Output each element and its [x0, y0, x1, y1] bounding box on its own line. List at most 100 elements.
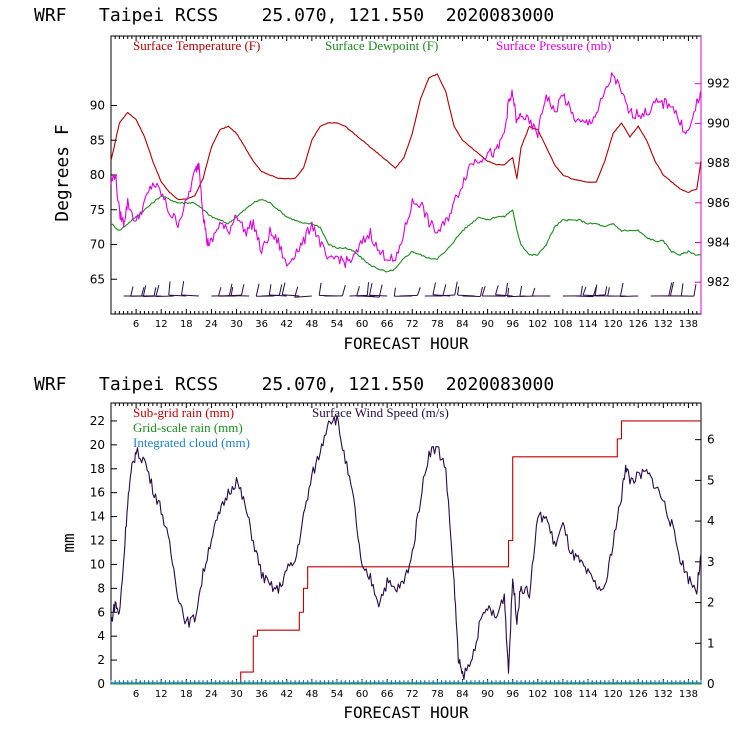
- wind-barb-flag: [442, 284, 447, 297]
- top-y-ticks: 65 70 75 80 85 90: [90, 99, 117, 286]
- y2-tick-label: 4: [707, 514, 715, 528]
- x-tick-label: 126: [629, 319, 648, 330]
- x-tick-label: 6: [133, 689, 139, 700]
- y-tick-label: 20: [90, 438, 105, 452]
- wind-barb-flag: [619, 282, 624, 297]
- wind-barb-flag: [181, 281, 185, 296]
- wind-barb-flag: [457, 286, 460, 296]
- series-line-surface-temperature: [110, 73, 702, 201]
- x-tick-label: 30: [230, 689, 243, 700]
- wind-barb-flag: [366, 282, 370, 296]
- y-tick-label: 18: [90, 462, 105, 476]
- y-tick-label: 2: [97, 653, 105, 667]
- y-tick-label: 6: [97, 605, 105, 619]
- x-tick-label: 24: [205, 689, 218, 700]
- wind-barb-flag: [693, 284, 697, 297]
- wind-barb-flag: [153, 287, 157, 296]
- x-tick-label: 138: [679, 689, 698, 700]
- x-tick-label: 108: [553, 689, 572, 700]
- y2-tick-label: 986: [707, 196, 730, 210]
- wind-barb-shaft: [181, 294, 199, 297]
- wind-barb-flag: [141, 287, 145, 297]
- wind-barb-flag: [356, 286, 360, 297]
- x-tick-label: 60: [356, 319, 369, 330]
- wind-barbs: [123, 281, 697, 298]
- y2-tick-label: 2: [707, 596, 715, 610]
- x-tick-label: 84: [456, 319, 469, 330]
- x-tick-label: 90: [481, 319, 494, 330]
- y2-tick-label: 1: [707, 636, 715, 650]
- wind-barb-flag: [228, 283, 233, 296]
- x-tick-label: 78: [431, 319, 444, 330]
- bottom-panel: WRF Taipei RCSS 25.070, 121.550 20200830…: [34, 374, 715, 722]
- x-tick-label: 18: [180, 319, 193, 330]
- wind-barb-shaft: [282, 294, 300, 297]
- bottom-chart-title: WRF Taipei RCSS 25.070, 121.550 20200830…: [34, 374, 554, 395]
- bottom-y-ticks: 0 2 4 6 8 10 12 14 16 18 20 22: [90, 414, 117, 691]
- x-tick-label: 90: [481, 689, 494, 700]
- x-tick-label: 132: [654, 319, 673, 330]
- wind-barb-flag: [155, 284, 160, 297]
- top-panel: WRF Taipei RCSS 25.070, 121.550 20200830…: [34, 5, 730, 353]
- y-tick-label: 65: [90, 272, 105, 286]
- wind-barb-flag: [230, 287, 234, 296]
- y-tick-label: 12: [90, 534, 105, 548]
- x-tick-label: 12: [155, 689, 168, 700]
- wind-barb-flag: [341, 284, 346, 296]
- series-line-surface-dewpoint: [110, 195, 702, 273]
- x-tick-label: 72: [406, 689, 419, 700]
- wind-barb-flag: [142, 285, 147, 297]
- y2-tick-label: 6: [707, 433, 715, 447]
- wind-barb-flag: [268, 284, 272, 296]
- x-tick-label: 108: [553, 319, 572, 330]
- wind-barb-flag: [669, 281, 674, 296]
- x-tick-label: 18: [180, 689, 193, 700]
- x-tick-label: 66: [381, 319, 394, 330]
- y-tick-label: 0: [97, 677, 105, 691]
- wind-barb-flag: [680, 283, 684, 297]
- wind-barb-flag: [519, 285, 523, 297]
- y2-tick-label: 982: [707, 275, 730, 289]
- wind-barb-flag: [594, 284, 598, 296]
- wind-barb-flag: [607, 287, 610, 297]
- wind-barb-flag: [454, 281, 458, 296]
- wind-barb-flag: [294, 286, 299, 298]
- top-series-group: [110, 72, 702, 273]
- wind-barb-flag: [393, 287, 396, 297]
- wind-barb-flag: [479, 286, 483, 297]
- y-tick-label: 10: [90, 557, 105, 571]
- x-tick-label: 54: [331, 319, 344, 330]
- series-line-surface-wind-speed: [110, 414, 702, 680]
- y-tick-label: 4: [97, 629, 105, 643]
- legend-surface-temperature: Surface Temperature (F): [133, 38, 260, 53]
- legend-integrated-cloud: Integrated cloud (mm): [133, 435, 250, 450]
- wind-barb-flag: [668, 282, 673, 296]
- wind-barb-flag: [417, 287, 421, 296]
- series-line-surface-pressure: [110, 72, 702, 269]
- x-tick-label: 84: [456, 689, 469, 700]
- bottom-y2-ticks: 0 1 2 3 4 5 6: [695, 433, 715, 691]
- wind-barb-flag: [255, 283, 260, 297]
- y2-tick-label: 3: [707, 555, 715, 569]
- x-tick-label: 54: [331, 689, 344, 700]
- x-tick-label: 132: [654, 689, 673, 700]
- legend-subgrid-rain: Sub-grid rain (mm): [133, 405, 234, 420]
- wind-barb-flag: [507, 287, 510, 297]
- x-tick-label: 60: [356, 689, 369, 700]
- legend-surface-pressure: Surface Pressure (mb): [496, 38, 612, 53]
- x-tick-label: 102: [528, 319, 547, 330]
- y-tick-label: 8: [97, 581, 105, 595]
- x-tick-label: 96: [506, 689, 519, 700]
- y-tick-label: 16: [90, 486, 105, 500]
- x-tick-label: 6: [133, 319, 139, 330]
- y2-tick-label: 984: [707, 236, 730, 250]
- wind-barb-shaft: [168, 294, 187, 297]
- y-tick-label: 90: [90, 99, 105, 113]
- wind-barb-shaft: [432, 294, 450, 297]
- wind-barb-shaft: [457, 294, 476, 297]
- wind-barb-flag: [218, 287, 222, 297]
- bottom-x-axis-label: FORECAST HOUR: [343, 703, 469, 722]
- wind-barb-flag: [481, 286, 486, 297]
- x-tick-label: 120: [604, 689, 623, 700]
